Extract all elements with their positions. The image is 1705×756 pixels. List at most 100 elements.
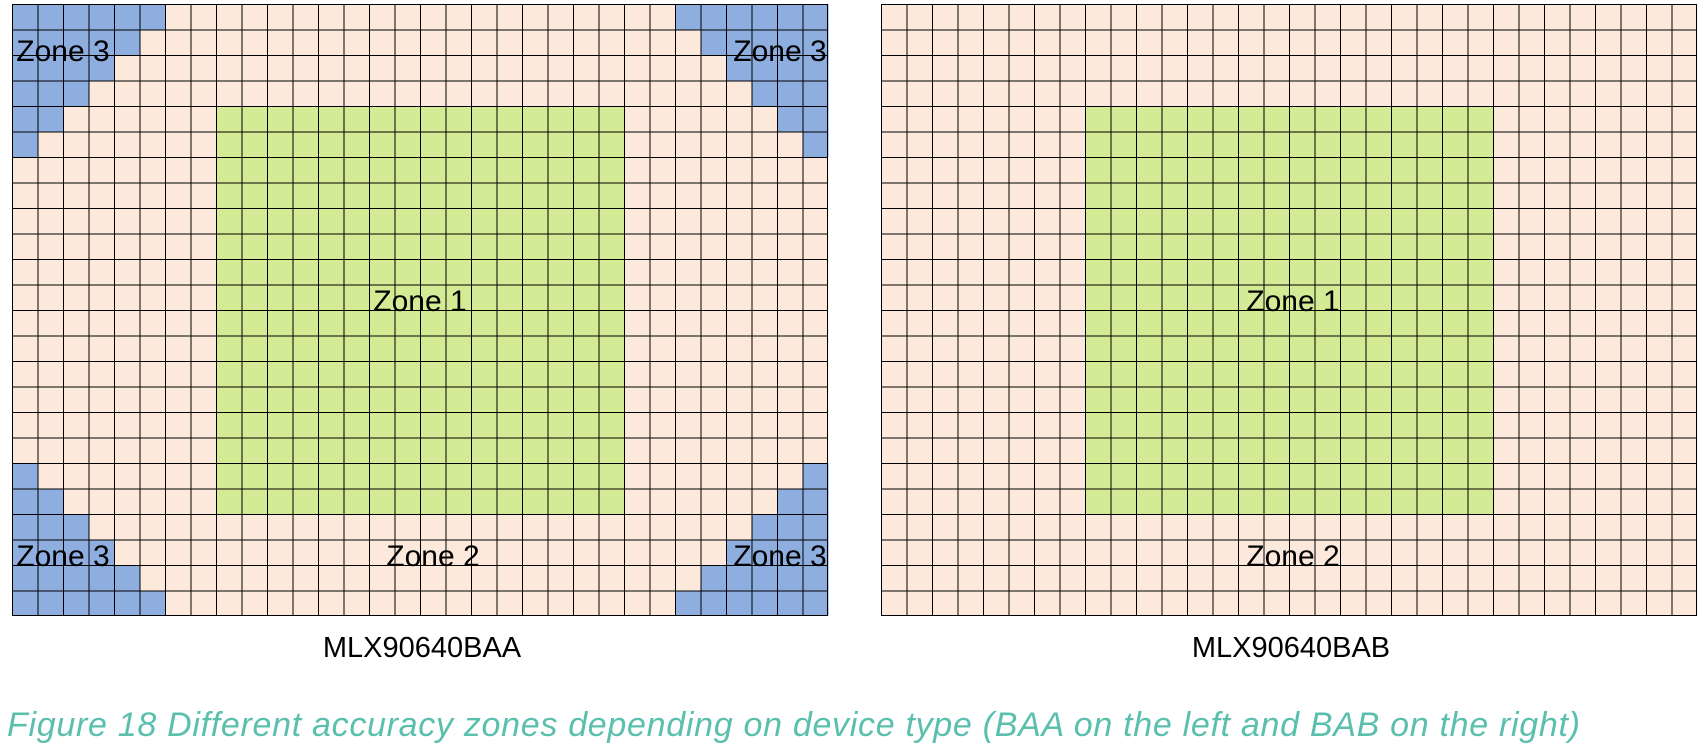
zone-2-cell [1161,590,1188,616]
zone-1-cell [471,361,498,388]
zone-2-cell [624,335,651,362]
zone-1-cell [496,182,523,209]
zone-2-cell [1646,29,1673,56]
zone-1-cell [1442,106,1469,133]
zone-2-cell [471,55,498,82]
zone-1-cell [369,463,396,490]
zone-1-cell [1416,386,1443,413]
zone-2-cell [1493,539,1520,566]
zone-1-cell [292,310,319,337]
zone-1-cell [573,284,600,311]
zone-1-cell [1161,463,1188,490]
zone-1-cell [216,208,243,235]
zone-2-cell [983,335,1010,362]
zone-2-cell [1187,565,1214,592]
zone-2-cell [700,437,727,464]
zone-2-cell [751,335,778,362]
zone-2-cell [881,233,908,260]
zone-2-cell [165,208,192,235]
zone-2-cell [1493,80,1520,107]
zone-1-cell [1340,131,1367,158]
zone-1-cell [216,157,243,184]
zone-3-cell [802,29,829,56]
zone-1-cell [267,488,294,515]
zone-1-cell [318,182,345,209]
zone-2-cell [1212,29,1239,56]
zone-1-cell [1289,335,1316,362]
zone-1-cell [241,106,268,133]
zone-2-cell [394,29,421,56]
zone-3-cell [12,539,39,566]
zone-2-cell [88,259,115,286]
zone-2-cell [471,565,498,592]
zone-2-cell [906,310,933,337]
zone-2-cell [420,565,447,592]
zone-2-cell [1544,55,1571,82]
zone-3-cell [88,565,115,592]
zone-2-cell [1544,386,1571,413]
zone-2-cell [114,488,141,515]
zone-2-cell [932,29,959,56]
zone-3-cell [726,590,753,616]
zone-2-cell [957,539,984,566]
zone-2-cell [649,4,676,31]
zone-2-cell [12,386,39,413]
zone-2-cell [1034,488,1061,515]
zone-2-cell [1034,284,1061,311]
zone-2-cell [165,335,192,362]
zone-2-cell [1646,106,1673,133]
zone-2-cell [139,182,166,209]
zone-1-cell [369,208,396,235]
zone-1-cell [1314,361,1341,388]
zone-1-cell [1238,259,1265,286]
zone-1-cell [1238,463,1265,490]
zone-1-cell [1467,412,1494,439]
zone-2-cell [881,565,908,592]
zone-2-cell [1314,4,1341,31]
zone-2-cell [1493,208,1520,235]
zone-1-cell [1340,284,1367,311]
zone-1-cell [1085,335,1112,362]
zone-2-cell [165,361,192,388]
zone-2-cell [1518,284,1545,311]
zone-2-cell [957,463,984,490]
zone-2-cell [114,284,141,311]
zone-2-cell [726,208,753,235]
zone-2-cell [165,386,192,413]
zone-2-cell [1671,310,1698,337]
zone-1-cell [420,386,447,413]
zone-2-cell [1161,565,1188,592]
zone-2-cell [496,29,523,56]
zone-2-cell [906,29,933,56]
zone-2-cell [139,488,166,515]
zone-2-cell [343,590,370,616]
zone-1-cell [1365,310,1392,337]
zone-2-cell [649,55,676,82]
zone-1-cell [573,412,600,439]
zone-1-cell [547,182,574,209]
zone-1-cell [1212,488,1239,515]
zone-1-label: Zone 1 [1246,285,1339,318]
zone-1-cell [1289,412,1316,439]
zone-2-cell [165,4,192,31]
zone-2-cell [751,131,778,158]
zone-1-cell [1391,412,1418,439]
zone-1-cell [1212,463,1239,490]
zone-2-cell [1544,80,1571,107]
zone-3-cell [751,29,778,56]
zone-2-cell [1544,259,1571,286]
zone-2-cell [1034,590,1061,616]
zone-2-cell [957,437,984,464]
zone-3-cell [114,565,141,592]
zone-2-cell [700,157,727,184]
zone-1-cell [318,437,345,464]
zone-1-cell [496,361,523,388]
zone-2-cell [1518,412,1545,439]
zone-1-cell [1136,208,1163,235]
zone-1-cell [1187,182,1214,209]
zone-2-cell [1595,259,1622,286]
zone-2-cell [675,412,702,439]
zone-2-cell [471,80,498,107]
zone-2-cell [802,386,829,413]
zone-2-cell [369,55,396,82]
